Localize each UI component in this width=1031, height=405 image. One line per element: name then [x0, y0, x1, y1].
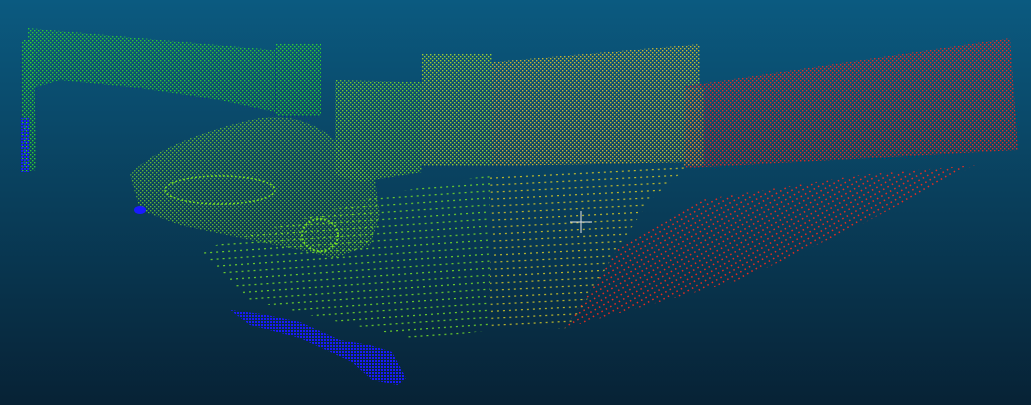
ground-red-region	[565, 165, 975, 328]
wall-panel-orange-edge	[684, 88, 704, 166]
crosshair-cursor-icon	[570, 211, 592, 233]
car-window	[164, 175, 276, 205]
wall-panel-3	[422, 54, 492, 166]
wall-panel-5	[686, 38, 1018, 168]
left-pillar-base	[20, 118, 30, 172]
wall-panel-4	[492, 44, 700, 166]
car-shadow-blue	[134, 206, 146, 214]
ground-green-region	[200, 175, 490, 340]
wall-panel-1	[276, 44, 321, 116]
ground-yellow-region	[490, 165, 690, 330]
left-wall-cluster	[26, 28, 275, 112]
ground-blue-cluster	[230, 310, 406, 385]
wall-panel-2	[335, 80, 422, 182]
